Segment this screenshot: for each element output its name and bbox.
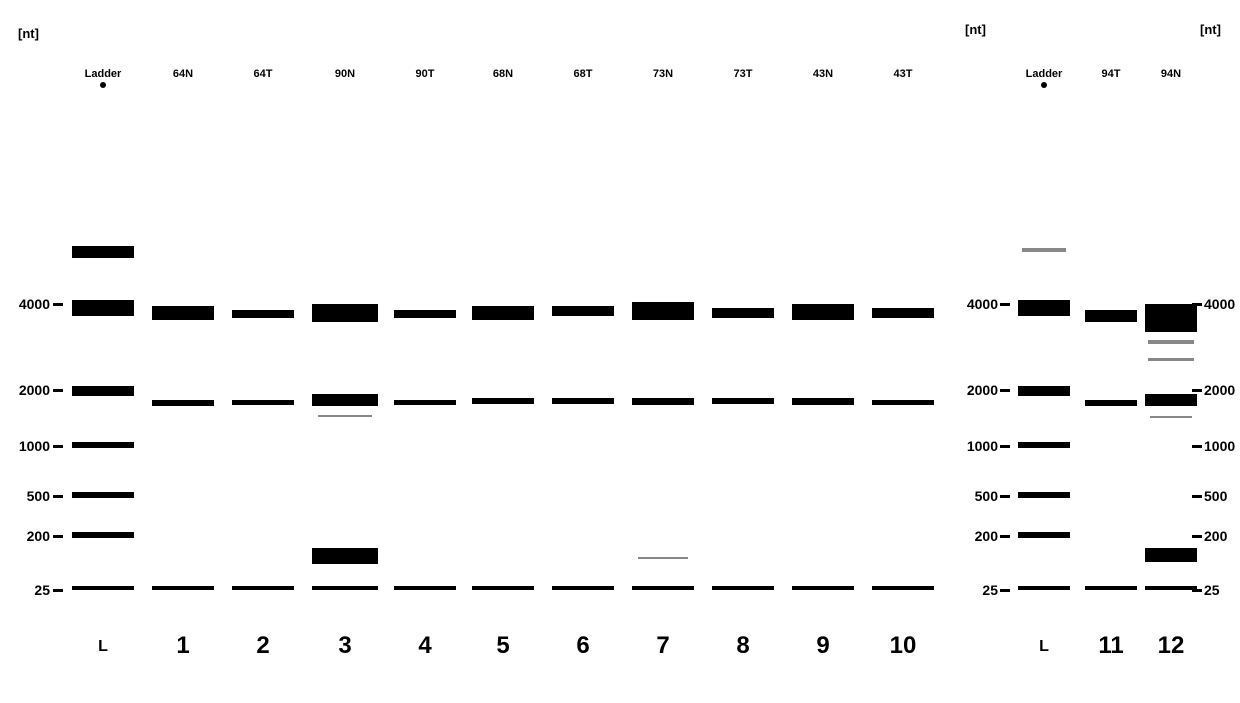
panel-right: [nt] [nt] 4000 2000 1000 500 200 25 4000… — [0, 0, 1240, 703]
band — [1085, 586, 1137, 590]
bottom-11: 11 — [1085, 632, 1137, 660]
tick-500-r: 500 — [950, 488, 998, 504]
band — [1085, 400, 1137, 406]
band — [1018, 532, 1070, 538]
tick-dash — [1192, 495, 1202, 498]
bottom-l-r: L — [1018, 638, 1070, 656]
band — [1018, 586, 1070, 590]
band — [1018, 386, 1070, 396]
tick-dash — [1000, 535, 1010, 538]
tick-200-r: 200 — [950, 528, 998, 544]
band — [1145, 548, 1197, 562]
tick-200-rr: 200 — [1204, 528, 1227, 544]
gel-figure: [nt] 4000 2000 1000 500 200 25 Ladder 64… — [0, 0, 1240, 703]
band-faint — [1148, 340, 1194, 344]
lane-label-ladder-r: Ladder — [1018, 68, 1070, 80]
tick-dash — [1000, 589, 1010, 592]
tick-4000-r: 4000 — [950, 296, 998, 312]
band — [1145, 304, 1197, 332]
tick-dash — [1192, 445, 1202, 448]
band — [1018, 442, 1070, 448]
unit-label-right-r: [nt] — [1200, 22, 1221, 37]
band — [1145, 394, 1197, 406]
tick-2000-r: 2000 — [950, 382, 998, 398]
bottom-12: 12 — [1145, 632, 1197, 660]
band — [1145, 586, 1197, 590]
tick-2000-rr: 2000 — [1204, 382, 1235, 398]
tick-dash — [1000, 445, 1010, 448]
band-faint — [1150, 416, 1192, 418]
tick-dash — [1192, 389, 1202, 392]
band-faint — [1022, 248, 1066, 252]
tick-25-r: 25 — [950, 582, 998, 598]
tick-1000-rr: 1000 — [1204, 438, 1235, 454]
tick-dash — [1000, 495, 1010, 498]
lane-label-94t: 94T — [1085, 68, 1137, 80]
band-faint — [1148, 358, 1194, 361]
tick-4000-rr: 4000 — [1204, 296, 1235, 312]
tick-dash — [1192, 535, 1202, 538]
lane-label-94n: 94N — [1145, 68, 1197, 80]
tick-25-rr: 25 — [1204, 582, 1220, 598]
ladder-dot-icon — [1041, 82, 1047, 88]
band — [1018, 492, 1070, 498]
band — [1085, 310, 1137, 322]
tick-dash — [1000, 303, 1010, 306]
tick-500-rr: 500 — [1204, 488, 1227, 504]
tick-dash — [1000, 389, 1010, 392]
band — [1018, 300, 1070, 316]
tick-1000-r: 1000 — [950, 438, 998, 454]
unit-label-right-l: [nt] — [965, 22, 986, 37]
